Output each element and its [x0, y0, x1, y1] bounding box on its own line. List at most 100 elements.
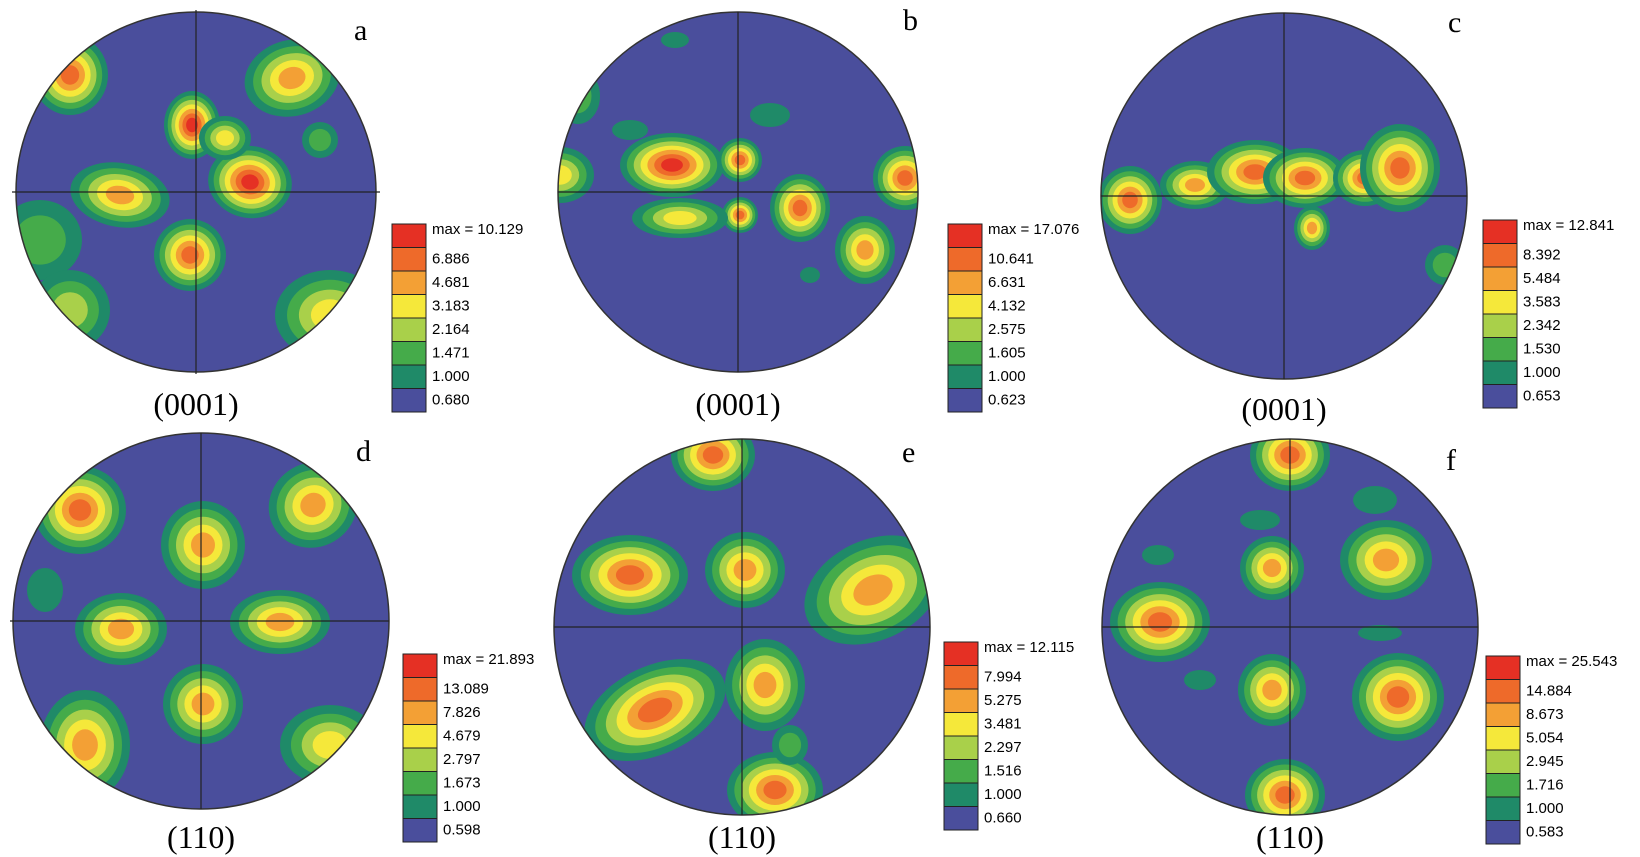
legend-level-label: 14.884	[1526, 683, 1572, 700]
pole-figure-panel-f: f (110) max = 25.543 14.884 8.673 5.054 2.9…	[1101, 438, 1617, 855]
legend-level-label: 2.164	[432, 321, 470, 338]
intensity-contour-band	[856, 240, 874, 260]
legend-swatch	[1482, 266, 1518, 291]
legend-max-label: max = 10.129	[432, 221, 523, 238]
legend-level-label: 5.054	[1526, 730, 1564, 747]
legend-level-label: 8.673	[1526, 706, 1564, 723]
legend-max-label: max = 21.893	[443, 651, 534, 668]
legend-level-label: 1.673	[443, 775, 481, 792]
legend-swatch	[1485, 749, 1521, 774]
legend-swatch	[391, 294, 427, 319]
legend-level-label: 1.000	[988, 368, 1026, 385]
intensity-contour-band	[763, 780, 787, 800]
legend-swatch	[1485, 702, 1521, 727]
legend-swatch	[1485, 773, 1521, 798]
pole-figure-panel-c: c (0001) max = 12.841 8.392 5.484 3.583 2.3…	[1100, 6, 1614, 427]
plane-label: (0001)	[1241, 391, 1326, 427]
legend-level-label: 7.994	[984, 669, 1022, 686]
legend-max-label: max = 17.076	[988, 221, 1079, 238]
intensity-contour-band	[191, 692, 215, 716]
intensity-contour-band	[1147, 612, 1173, 632]
intensity-contour-band	[615, 565, 645, 585]
intensity-contour-band	[1262, 679, 1282, 701]
legend-level-label: 1.000	[1526, 800, 1564, 817]
legend-level-label: 0.623	[988, 392, 1026, 409]
legend: max = 17.076 10.641 6.631 4.132 2.575 1.605 1…	[947, 221, 1079, 413]
panel-letter: f	[1446, 444, 1456, 477]
legend-swatch	[943, 759, 979, 784]
intensity-contour-band	[800, 267, 820, 283]
intensity-contour-band	[734, 154, 746, 166]
legend-swatch	[947, 341, 983, 366]
legend-level-label: 0.598	[443, 822, 481, 839]
intensity-contour-band	[558, 165, 572, 185]
intensity-contour-band	[792, 199, 808, 217]
legend-level-label: 5.484	[1523, 270, 1561, 287]
legend: max = 12.115 7.994 5.275 3.481 2.297 1.516 1.…	[943, 639, 1074, 831]
legend-max-label: max = 12.841	[1523, 217, 1614, 234]
panel-letter: d	[356, 435, 371, 468]
intensity-contour-band	[1275, 786, 1295, 804]
intensity-contour-band	[181, 246, 199, 264]
pole-figure-panel-a: a (0001) max = 10.129 6.886 4.681 3.183 2.1…	[12, 10, 523, 422]
intensity-contour-band	[735, 210, 745, 220]
legend-level-label: 1.516	[984, 763, 1022, 780]
legend-swatch	[402, 771, 438, 796]
intensity-contour-band	[733, 559, 757, 581]
intensity-contour-band	[661, 158, 683, 172]
pole-figure-panel-e: e (110) max = 12.115 7.994 5.275 3.481 2.29…	[553, 436, 1074, 855]
legend-level-label: 1.000	[432, 368, 470, 385]
legend-swatch	[391, 341, 427, 366]
legend-level-label: 3.481	[984, 716, 1022, 733]
legend-swatch	[947, 223, 983, 248]
legend-level-label: 6.631	[988, 274, 1026, 291]
panel-letter: e	[902, 436, 915, 469]
legend-level-label: 1.716	[1526, 777, 1564, 794]
legend-level-label: 5.275	[984, 692, 1022, 709]
intensity-contour-band	[60, 65, 80, 85]
legend-level-label: 3.583	[1523, 294, 1561, 311]
intensity-contour-band	[702, 446, 724, 464]
pole-figure-panel-b: b (0001) max = 17.076 10.641 6.631 4.132 2.…	[557, 4, 1079, 422]
intensity-contour-band	[1372, 548, 1400, 572]
intensity-contour-band	[186, 117, 198, 133]
intensity-contour-band	[1306, 221, 1318, 235]
legend-swatch	[402, 794, 438, 819]
plane-label: (110)	[1256, 819, 1324, 855]
intensity-contours	[27, 462, 380, 800]
intensity-contour-band	[612, 120, 648, 140]
plane-label: (110)	[708, 819, 776, 855]
legend-swatch	[1485, 655, 1521, 680]
legend-level-label: 1.000	[443, 798, 481, 815]
intensity-contour-band	[1122, 191, 1138, 209]
intensity-contour-band	[105, 185, 135, 205]
legend-level-label: 7.826	[443, 704, 481, 721]
legend-level-label: 0.583	[1526, 824, 1564, 841]
intensity-contour-band	[278, 66, 306, 90]
plane-label: (0001)	[153, 386, 238, 422]
legend-level-label: 4.679	[443, 728, 481, 745]
legend-level-label: 4.132	[988, 298, 1026, 315]
intensity-contour-band	[897, 170, 913, 186]
legend-swatch	[402, 724, 438, 749]
legend-level-label: 2.945	[1526, 753, 1564, 770]
legend-swatch	[402, 653, 438, 678]
legend-swatch	[943, 735, 979, 760]
legend-level-label: 1.000	[984, 786, 1022, 803]
legend-swatch	[1482, 384, 1518, 409]
legend-swatch	[402, 747, 438, 772]
intensity-contours	[572, 439, 930, 815]
intensity-contour-band	[661, 32, 689, 48]
intensity-contour-band	[1262, 558, 1282, 578]
legend-swatch	[391, 223, 427, 248]
legend-swatch	[391, 364, 427, 389]
legend-level-label: 1.471	[432, 345, 470, 362]
legend-swatch	[1485, 726, 1521, 751]
legend-swatch	[947, 388, 983, 413]
intensity-contour-band	[1243, 164, 1267, 180]
intensity-contour-band	[663, 211, 697, 225]
legend-swatch	[1485, 679, 1521, 704]
legend-swatch	[947, 294, 983, 319]
intensity-contour-band	[637, 697, 673, 723]
